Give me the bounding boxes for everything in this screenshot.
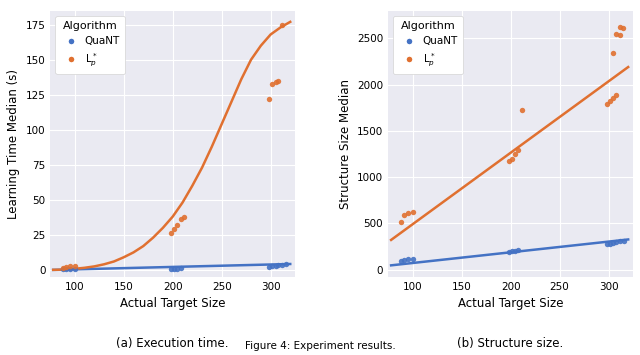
Point: [615, 239, 625, 244]
Point: [264, 264, 274, 270]
Point: [509, 248, 520, 254]
Point: [403, 210, 413, 216]
Point: [602, 101, 612, 106]
Legend: QuaNT, L$^*_p$: QuaNT, L$^*_p$: [56, 16, 125, 74]
Point: [281, 262, 291, 267]
Point: [65, 267, 75, 272]
Point: [277, 22, 287, 27]
Point: [504, 158, 514, 164]
Legend: QuaNT, L$^*_p$: QuaNT, L$^*_p$: [394, 16, 463, 74]
Point: [615, 24, 625, 30]
Point: [266, 81, 276, 86]
Y-axis label: Structure Size Median: Structure Size Median: [339, 79, 351, 209]
Point: [61, 264, 71, 270]
Point: [604, 98, 614, 104]
Point: [609, 50, 619, 56]
Point: [179, 214, 189, 219]
Point: [168, 266, 179, 272]
Point: [70, 263, 80, 268]
Y-axis label: Learning Time Median (s): Learning Time Median (s): [7, 69, 20, 219]
Point: [61, 267, 71, 272]
Point: [618, 25, 628, 31]
Point: [266, 263, 276, 269]
Point: [168, 226, 179, 232]
Point: [408, 209, 418, 214]
Point: [609, 240, 619, 246]
Point: [513, 147, 524, 153]
Point: [506, 248, 516, 254]
Point: [175, 217, 186, 222]
Point: [264, 96, 274, 102]
Point: [271, 263, 281, 268]
Point: [58, 267, 68, 272]
Point: [517, 108, 527, 113]
Point: [509, 152, 520, 157]
Point: [273, 78, 284, 83]
Point: [175, 266, 186, 271]
Text: (b) Structure size.: (b) Structure size.: [458, 337, 564, 350]
Point: [65, 263, 75, 269]
Point: [506, 156, 516, 162]
Point: [70, 266, 80, 272]
Text: Figure 4: Experiment results.: Figure 4: Experiment results.: [244, 342, 396, 351]
Point: [602, 241, 612, 247]
Point: [399, 212, 409, 218]
Point: [172, 222, 182, 228]
Point: [396, 219, 406, 225]
Point: [172, 266, 182, 272]
Point: [513, 247, 524, 253]
Point: [58, 266, 68, 271]
Point: [273, 262, 284, 268]
Point: [408, 256, 418, 261]
Point: [609, 95, 619, 101]
X-axis label: Actual Target Size: Actual Target Size: [458, 297, 563, 310]
Point: [403, 256, 413, 262]
Point: [604, 241, 614, 247]
Point: [166, 231, 176, 236]
X-axis label: Actual Target Size: Actual Target Size: [120, 297, 225, 310]
Text: (a) Execution time.: (a) Execution time.: [116, 337, 229, 350]
Point: [611, 31, 621, 37]
Point: [396, 258, 406, 263]
Point: [619, 238, 629, 244]
Point: [615, 32, 625, 38]
Point: [271, 79, 281, 85]
Point: [611, 239, 621, 245]
Point: [504, 249, 514, 255]
Point: [277, 262, 287, 268]
Point: [399, 257, 409, 262]
Point: [166, 266, 176, 272]
Point: [611, 92, 621, 98]
